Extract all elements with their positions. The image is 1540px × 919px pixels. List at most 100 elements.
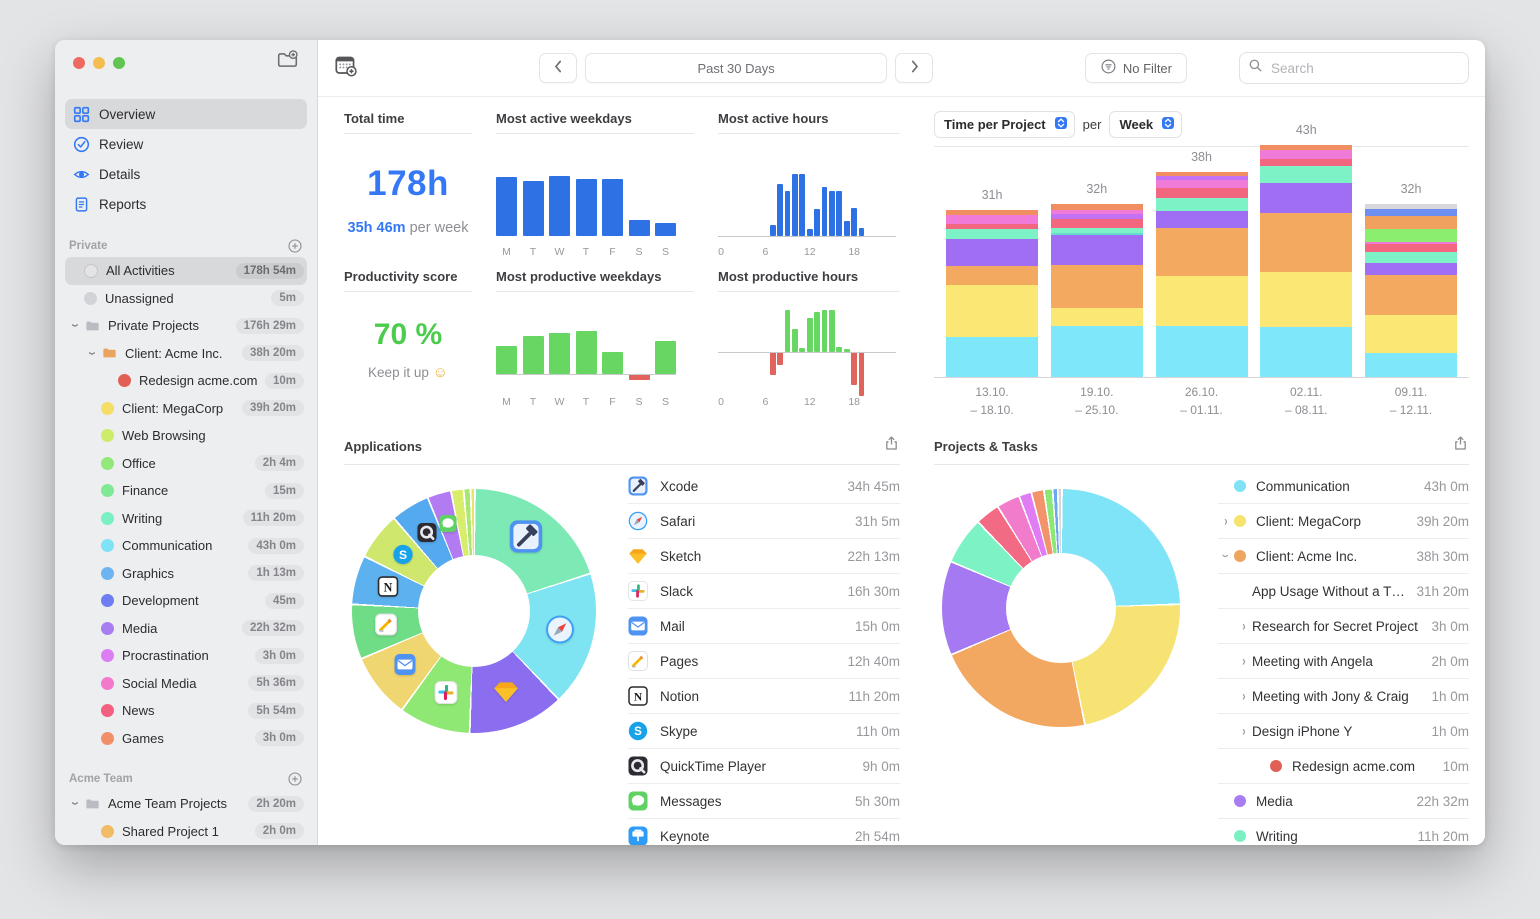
sidebar-project-row[interactable]: News 5h 54m [65, 697, 307, 725]
share-icon[interactable] [883, 435, 900, 457]
project-task-row[interactable]: › Meeting with Jony & Craig 1h 0m [1218, 679, 1469, 714]
sidebar-project-row[interactable]: Finance 15m [65, 477, 307, 505]
stacked-bar[interactable]: 31h [946, 188, 1038, 377]
hour-bar [777, 352, 784, 366]
total-time-value: 178h [367, 164, 449, 203]
svg-text:S: S [399, 548, 407, 562]
xcode-icon [509, 519, 543, 558]
add-project-button[interactable] [287, 771, 303, 787]
search-input[interactable] [1269, 59, 1460, 77]
chevron-right-icon[interactable]: › [1242, 652, 1246, 670]
new-folder-icon[interactable] [276, 49, 299, 76]
application-row[interactable]: S Skype 11h 0m [628, 714, 900, 749]
chevron-right-icon[interactable]: › [1224, 512, 1228, 530]
project-task-time: 1h 0m [1431, 688, 1469, 704]
previous-period-button[interactable] [539, 53, 578, 83]
chevron-right-icon[interactable]: › [1242, 722, 1246, 740]
sidebar-project-row[interactable]: Communication 43h 0m [65, 532, 307, 560]
share-icon[interactable] [1452, 435, 1469, 457]
project-time-badge: 2h 0m [254, 823, 304, 840]
application-row[interactable]: Messages 5h 30m [628, 784, 900, 819]
projects-donut-chart [934, 469, 1210, 755]
search-field[interactable] [1239, 52, 1469, 84]
sidebar-project-row[interactable]: Client: MegaCorp 39h 20m [65, 395, 307, 423]
sidebar-item-reports[interactable]: Reports [65, 189, 307, 219]
zoom-window-button[interactable] [113, 56, 125, 69]
add-project-button[interactable] [287, 238, 303, 254]
new-entry-calendar-icon[interactable] [334, 54, 357, 82]
metric-select[interactable]: Time per Project [934, 111, 1075, 138]
sidebar-project-row[interactable]: Media 22h 32m [65, 615, 307, 643]
application-row[interactable]: Xcode 34h 45m [628, 469, 900, 504]
next-period-button[interactable] [895, 53, 934, 83]
main-area: Past 30 Days No Filter Total time 178h [318, 40, 1485, 845]
sidebar-project-row[interactable]: Office 2h 4m [65, 450, 307, 478]
chevron-right-icon[interactable]: › [1242, 687, 1246, 705]
application-row[interactable]: Slack 16h 30m [628, 574, 900, 609]
project-task-row[interactable]: › Meeting with Angela 2h 0m [1218, 644, 1469, 679]
sidebar-project-row[interactable]: Graphics 1h 13m [65, 560, 307, 588]
project-color-dot [101, 511, 114, 525]
chevron-down-icon[interactable]: › [1217, 554, 1235, 558]
sidebar-project-row[interactable]: Web Browsing [65, 422, 307, 450]
project-task-row[interactable]: Media 22h 32m [1218, 784, 1469, 819]
chevron-down-icon[interactable]: › [67, 323, 86, 328]
project-task-row[interactable]: Communication 43h 0m [1218, 469, 1469, 504]
stacked-bar[interactable]: 32h [1365, 182, 1457, 377]
stacked-segment [946, 266, 1038, 286]
chevron-down-icon[interactable]: › [84, 351, 103, 356]
toolbar: Past 30 Days No Filter [318, 40, 1485, 97]
stacked-bar[interactable]: 32h [1050, 182, 1143, 377]
project-task-row[interactable]: App Usage Without a T… 31h 20m [1218, 574, 1469, 609]
sidebar-item-overview[interactable]: Overview [65, 99, 307, 129]
application-time: 15h 0m [854, 618, 900, 634]
sidebar-project-row[interactable]: Social Media 5h 36m [65, 670, 307, 698]
hour-bar [799, 347, 806, 352]
sidebar-project-row[interactable]: Games 3h 0m [65, 725, 307, 753]
minimize-window-button[interactable] [93, 56, 105, 69]
sidebar-item-details[interactable]: Details [65, 159, 307, 189]
sidebar-project-row[interactable]: Redesign acme.com 10m [65, 367, 307, 395]
application-row[interactable]: Mail 15h 0m [628, 609, 900, 644]
chevron-down-icon[interactable]: › [67, 801, 86, 806]
sidebar-item-review[interactable]: Review [65, 129, 307, 159]
application-row[interactable]: Keynote 2h 54m [628, 819, 900, 845]
overview-content: Total time 178h 35h 46m per week Most ac… [318, 97, 1485, 845]
project-name: Communication [122, 538, 213, 554]
application-row[interactable]: Pages 12h 40m [628, 644, 900, 679]
report-icon [73, 196, 90, 213]
app-window: Overview Review Details Reports Private All … [55, 40, 1485, 845]
application-row[interactable]: Sketch 22h 13m [628, 539, 900, 574]
sidebar-project-row[interactable]: Shared Project 1 2h 0m [65, 818, 307, 846]
stacked-bar[interactable]: 43h [1260, 123, 1353, 377]
close-window-button[interactable] [73, 56, 85, 69]
application-row[interactable]: Safari 31h 5m [628, 504, 900, 539]
sidebar-project-row[interactable]: › Private Projects 176h 29m [65, 312, 307, 340]
project-task-row[interactable]: › Design iPhone Y 1h 0m [1218, 714, 1469, 749]
sidebar-project-row[interactable]: › Acme Team Projects 2h 20m [65, 790, 307, 818]
sidebar-project-row[interactable]: Development 45m [65, 587, 307, 615]
sidebar-project-row[interactable]: Writing 11h 20m [65, 505, 307, 533]
project-task-row[interactable]: Redesign acme.com 10m [1218, 749, 1469, 784]
sidebar-project-row[interactable]: All Activities 178h 54m [65, 257, 307, 285]
active-hours-title: Most active hours [718, 111, 900, 134]
project-task-row[interactable]: › Client: MegaCorp 39h 20m [1218, 504, 1469, 539]
sidebar-project-row[interactable]: › Client: Acme Inc. 38h 20m [65, 340, 307, 368]
project-task-row[interactable]: › Research for Secret Project 3h 0m [1218, 609, 1469, 644]
stacked-segment [946, 209, 1038, 216]
stacked-bar[interactable]: 38h [1155, 150, 1248, 377]
period-selector-button[interactable]: Past 30 Days [585, 53, 888, 83]
hour-bar [851, 352, 858, 385]
project-task-name: Redesign acme.com [1292, 758, 1416, 774]
chevron-right-icon[interactable]: › [1242, 617, 1246, 635]
filter-button[interactable]: No Filter [1084, 53, 1187, 83]
application-row[interactable]: QuickTime Player 9h 0m [628, 749, 900, 784]
period-unit-value: Week [1119, 117, 1154, 132]
sidebar-project-row[interactable]: Procrastination 3h 0m [65, 642, 307, 670]
stacked-segment [1155, 211, 1248, 228]
sidebar-project-row[interactable]: Unassigned 5m [65, 285, 307, 313]
period-unit-select[interactable]: Week [1109, 111, 1183, 138]
project-task-row[interactable]: Writing 11h 20m [1218, 819, 1469, 845]
project-task-row[interactable]: › Client: Acme Inc. 38h 30m [1218, 539, 1469, 574]
application-row[interactable]: N Notion 11h 20m [628, 679, 900, 714]
